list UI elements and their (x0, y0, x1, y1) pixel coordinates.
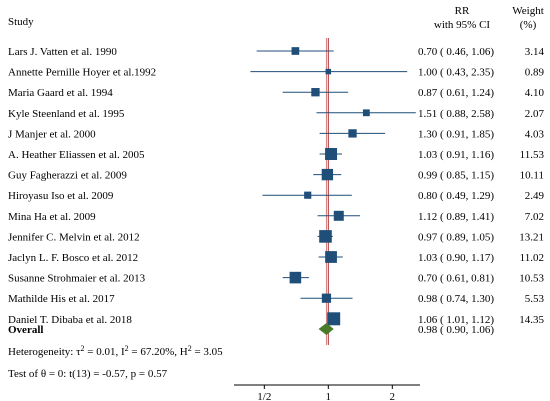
study-marker (289, 271, 302, 284)
study-marker (325, 68, 332, 75)
study-weight: 11.02 (520, 252, 544, 264)
overall-ci-text: 0.98 ( 0.90, 1.06) (418, 324, 494, 336)
header-study: Study (8, 16, 34, 28)
study-row: Susanne Strohmaier et al. 2013 0.70 ( 0.6… (8, 271, 545, 285)
x-tick-label: 1 (326, 391, 332, 401)
study-label: Annette Pernille Hoyer et al.1992 (8, 67, 156, 79)
study-marker (327, 312, 341, 326)
study-row: Mathilde His et al. 2017 0.98 ( 0.74, 1.3… (8, 293, 545, 305)
study-marker (362, 109, 370, 117)
study-weight: 4.03 (525, 128, 545, 140)
study-weight: 3.14 (525, 46, 545, 58)
study-row: Mina Ha et al. 2009 1.12 ( 0.89, 1.41) 7.0… (8, 211, 544, 223)
study-rows: Lars J. Vatten et al. 1990 0.70 ( 0.46, 1… (8, 46, 545, 326)
study-row: J Manjer et al. 2000 1.30 ( 0.91, 1.85) 4.… (8, 128, 545, 140)
study-row: Lars J. Vatten et al. 1990 0.70 ( 0.46, 1… (8, 46, 545, 58)
study-marker (325, 148, 338, 160)
study-row: Jennifer C. Melvin et al. 2012 0.97 ( 0.8… (8, 230, 544, 243)
study-weight: 7.02 (525, 211, 544, 223)
study-ci-text: 0.97 ( 0.89, 1.05) (418, 231, 494, 243)
study-weight: 2.07 (525, 108, 545, 120)
header-ci: with 95% CI (434, 19, 491, 31)
header-rr: RR (455, 5, 470, 17)
study-ci-text: 1.12 ( 0.89, 1.41) (418, 211, 494, 223)
study-marker (321, 293, 332, 303)
study-ci-text: 0.99 ( 0.85, 1.15) (418, 170, 494, 182)
study-marker (304, 191, 312, 199)
study-row: Kyle Steenland et al. 1995 1.51 ( 0.88, 2… (8, 108, 545, 120)
study-weight: 5.53 (525, 293, 545, 305)
study-ci-text: 0.98 ( 0.74, 1.30) (418, 293, 494, 305)
study-ci-text: 1.03 ( 0.90, 1.17) (418, 252, 494, 264)
study-weight: 2.49 (525, 190, 545, 202)
x-tick-label: 2 (390, 391, 396, 401)
x-axis: 1/2 1 2 (234, 384, 420, 401)
study-row: A. Heather Eliassen et al. 2005 1.03 ( 0.… (8, 148, 544, 161)
study-ci-text: 1.51 ( 0.88, 2.58) (418, 108, 494, 120)
overall-diamond (318, 323, 334, 335)
study-label: Hiroyasu Iso et al. 2009 (8, 190, 114, 202)
study-weight: 13.21 (519, 231, 544, 243)
study-label: Jaclyn L. F. Bosco et al. 2012 (8, 252, 138, 264)
study-row: Maria Gaard et al. 1994 0.87 ( 0.61, 1.24… (8, 87, 545, 99)
study-row: Hiroyasu Iso et al. 2009 0.80 ( 0.49, 1.2… (8, 190, 545, 202)
header-weight: Weight (512, 5, 544, 17)
study-marker (333, 210, 344, 221)
study-label: Kyle Steenland et al. 1995 (8, 108, 125, 120)
study-row: Guy Fagherazzi et al. 2009 0.99 ( 0.85, 1… (8, 168, 544, 182)
study-weight: 4.10 (525, 87, 545, 99)
study-ci-text: 1.00 ( 0.43, 2.35) (418, 67, 494, 79)
study-marker (348, 129, 357, 138)
study-ci-text: 0.80 ( 0.49, 1.29) (418, 190, 494, 202)
heterogeneity-text: Heterogeneity: τ2 = 0.01, I2 = 67.20%, H… (8, 344, 223, 358)
study-weight: 0.89 (525, 67, 545, 79)
study-label: Lars J. Vatten et al. 1990 (8, 46, 117, 58)
x-tick-label: 1/2 (257, 391, 271, 401)
overall-label: Overall (8, 324, 43, 336)
study-ci-text: 1.30 ( 0.91, 1.85) (418, 128, 494, 140)
study-ci-text: 0.70 ( 0.46, 1.06) (418, 46, 494, 58)
study-marker (321, 168, 334, 181)
study-weight: 14.35 (519, 314, 544, 326)
study-label: Daniel T. Dibaba et al. 2018 (8, 314, 132, 326)
study-label: J Manjer et al. 2000 (8, 128, 96, 140)
study-weight: 10.11 (520, 170, 544, 182)
study-label: Susanne Strohmaier et al. 2013 (8, 273, 146, 285)
study-ci-text: 1.03 ( 0.91, 1.16) (418, 149, 494, 161)
study-marker (319, 230, 332, 243)
study-ci-text: 1.06 ( 1.01, 1.12) (418, 314, 494, 326)
study-ci-text: 0.87 ( 0.61, 1.24) (418, 87, 494, 99)
study-row: Jaclyn L. F. Bosco et al. 2012 1.03 ( 0.9… (8, 251, 544, 264)
study-label: A. Heather Eliassen et al. 2005 (8, 149, 145, 161)
header-weight-unit: (%) (520, 19, 537, 31)
study-marker (291, 47, 300, 55)
study-label: Mathilde His et al. 2017 (8, 293, 115, 305)
study-label: Maria Gaard et al. 1994 (8, 87, 113, 99)
study-ci-text: 0.70 ( 0.61, 0.81) (418, 273, 494, 285)
study-row: Annette Pernille Hoyer et al.1992 1.00 ( … (8, 67, 545, 79)
study-label: Mina Ha et al. 2009 (8, 211, 96, 223)
study-label: Jennifer C. Melvin et al. 2012 (8, 231, 140, 243)
study-marker (311, 88, 320, 97)
study-label: Guy Fagherazzi et al. 2009 (8, 170, 127, 182)
study-row: Daniel T. Dibaba et al. 2018 1.06 ( 1.01,… (8, 312, 545, 326)
study-weight: 10.53 (519, 273, 544, 285)
study-weight: 11.53 (520, 149, 545, 161)
test-text: Test of θ = 0: t(13) = -0.57, p = 0.57 (8, 368, 168, 380)
study-marker (325, 251, 337, 263)
